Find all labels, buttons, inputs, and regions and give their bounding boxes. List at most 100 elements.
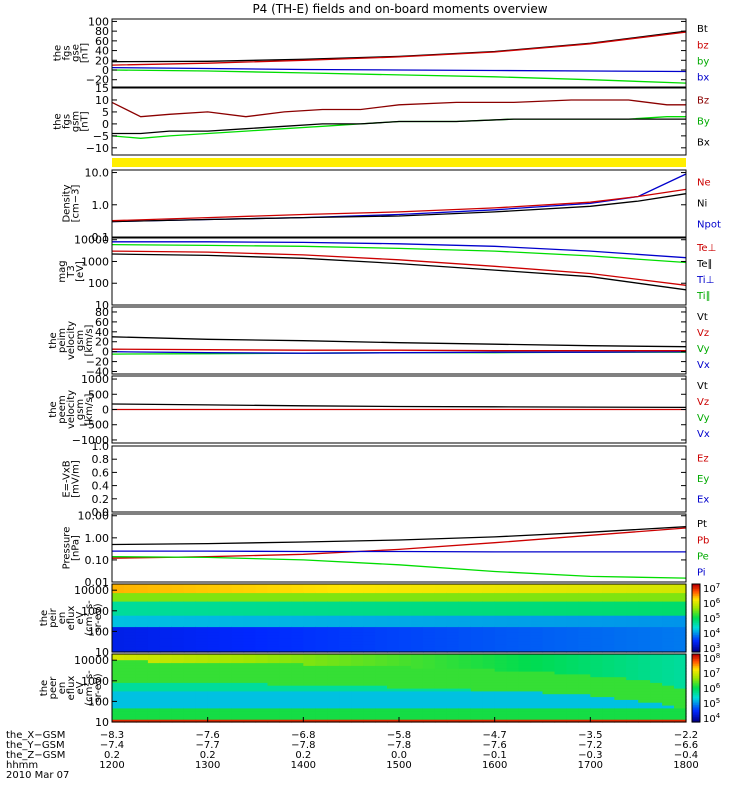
peir-cell: [566, 592, 579, 596]
peir-cell: [614, 626, 627, 630]
peer-cell: [399, 719, 412, 723]
peir-cell: [363, 620, 376, 625]
peer-ylabel-2: en: [57, 682, 68, 695]
peer-cell: [363, 654, 376, 658]
peir-cell: [327, 618, 340, 622]
peer-cell: [183, 705, 197, 709]
peir-colorbar-cell: [692, 641, 700, 645]
peer-cell: [339, 654, 352, 658]
fgs-gse-ylabel-1: fgs: [62, 45, 73, 60]
peir-cell: [422, 589, 436, 594]
peer-cell: [614, 654, 627, 658]
peer-cell: [590, 719, 603, 723]
peir-cell: [542, 595, 556, 599]
peer-cell: [195, 719, 209, 723]
peer-cell: [566, 665, 579, 669]
peer-cell: [506, 654, 520, 658]
peer-colorbar-cell: [692, 718, 700, 721]
peir-cell: [339, 623, 352, 628]
peer-cell: [614, 668, 627, 672]
density-series: [112, 173, 686, 223]
peer-cell: [530, 719, 544, 723]
peer-cell: [446, 656, 460, 661]
peer-cell: [291, 710, 304, 715]
peir-cell: [375, 612, 388, 616]
peer-cell: [482, 690, 496, 695]
peer-cell: [255, 707, 269, 712]
peer-cell: [411, 699, 424, 703]
peer-cell: [674, 659, 687, 664]
peer-cell: [159, 662, 173, 666]
peer-cell: [446, 654, 460, 658]
peir-cell: [183, 649, 197, 653]
peir-cell: [602, 632, 615, 636]
peir-cell: [458, 609, 472, 613]
peir-cell: [590, 623, 603, 628]
peer-cell: [434, 662, 448, 666]
peir-cell: [243, 635, 257, 639]
peir-cell: [219, 632, 233, 636]
peer-cell: [124, 707, 137, 712]
peer-cell: [291, 656, 304, 661]
peer-cell: [518, 699, 532, 703]
peer-cell: [518, 702, 532, 706]
peer-cell: [315, 705, 328, 709]
peer-cell: [458, 662, 472, 666]
pressure-ylabel-0: Pressure: [62, 527, 73, 570]
peir-cell: [542, 620, 556, 625]
date-label: 2010 Mar 07: [6, 770, 69, 781]
peer-cell: [387, 668, 400, 672]
peir-cell: [243, 649, 257, 653]
peer-cell: [578, 682, 591, 686]
peir-cell: [578, 595, 591, 599]
peer-cell: [626, 719, 639, 723]
peir-cell: [650, 629, 663, 633]
peir-cell: [135, 589, 149, 594]
peir-cell: [327, 626, 340, 630]
peir-cell: [255, 603, 269, 608]
peer-cell: [446, 710, 460, 715]
peer-cell: [674, 699, 687, 703]
peer-cell: [112, 682, 125, 686]
peir-cell: [626, 595, 639, 599]
peer-cell: [399, 693, 412, 698]
peer-cell: [470, 656, 484, 661]
peer-cell: [363, 656, 376, 661]
peer-cell: [506, 702, 520, 706]
peir-cell: [267, 606, 281, 611]
peir-cell: [662, 598, 675, 602]
peir-cell: [124, 620, 137, 625]
peir-cell: [602, 601, 615, 605]
peer-cell: [159, 682, 173, 686]
line-panels: 100806040200−20thefgsgse[nT]Btbzbybx1510…: [48, 15, 721, 589]
peer-cell: [255, 673, 269, 678]
peer-cell: [243, 699, 257, 703]
peer-cell: [566, 656, 579, 661]
peer-cell: [375, 673, 388, 678]
peer-cell: [183, 719, 197, 723]
peir-cell: [542, 635, 556, 639]
peer-cell: [315, 688, 328, 692]
peim-series: [112, 336, 686, 355]
peer-cell: [554, 671, 568, 675]
peer-cell: [434, 690, 448, 695]
peer-cell: [183, 673, 197, 678]
peer-cell: [351, 699, 364, 703]
peir-cell: [363, 623, 376, 628]
peem-ytick-label-2: 0: [102, 404, 109, 417]
peer-colorbar-cell: [692, 662, 700, 665]
peir-cell: [566, 629, 579, 633]
peir-cell: [303, 620, 316, 625]
peer-cell: [530, 671, 544, 675]
peer-cell: [506, 716, 520, 720]
peir-cell: [446, 629, 460, 633]
peir-cell: [363, 606, 376, 611]
peir-cell: [662, 637, 675, 642]
peir-cell: [315, 618, 328, 622]
peer-cell: [662, 693, 675, 698]
peer-cell: [387, 671, 400, 675]
peer-cell: [566, 699, 579, 703]
peir-cell: [207, 586, 221, 591]
peer-cell: [590, 705, 603, 709]
peer-cell: [638, 688, 651, 692]
